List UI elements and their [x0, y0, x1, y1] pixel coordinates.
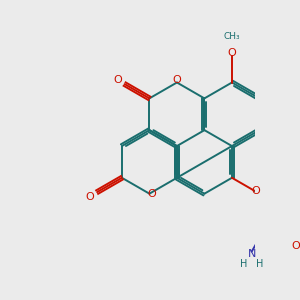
- Text: H: H: [256, 259, 263, 269]
- Text: O: O: [251, 186, 260, 196]
- Text: O: O: [172, 75, 181, 85]
- Text: H: H: [240, 259, 247, 269]
- Text: O: O: [113, 75, 122, 85]
- Text: CH₃: CH₃: [224, 32, 240, 41]
- Text: O: O: [292, 241, 300, 251]
- Text: O: O: [147, 189, 156, 199]
- Text: N: N: [248, 249, 256, 259]
- Text: O: O: [85, 191, 94, 202]
- Text: O: O: [228, 48, 236, 58]
